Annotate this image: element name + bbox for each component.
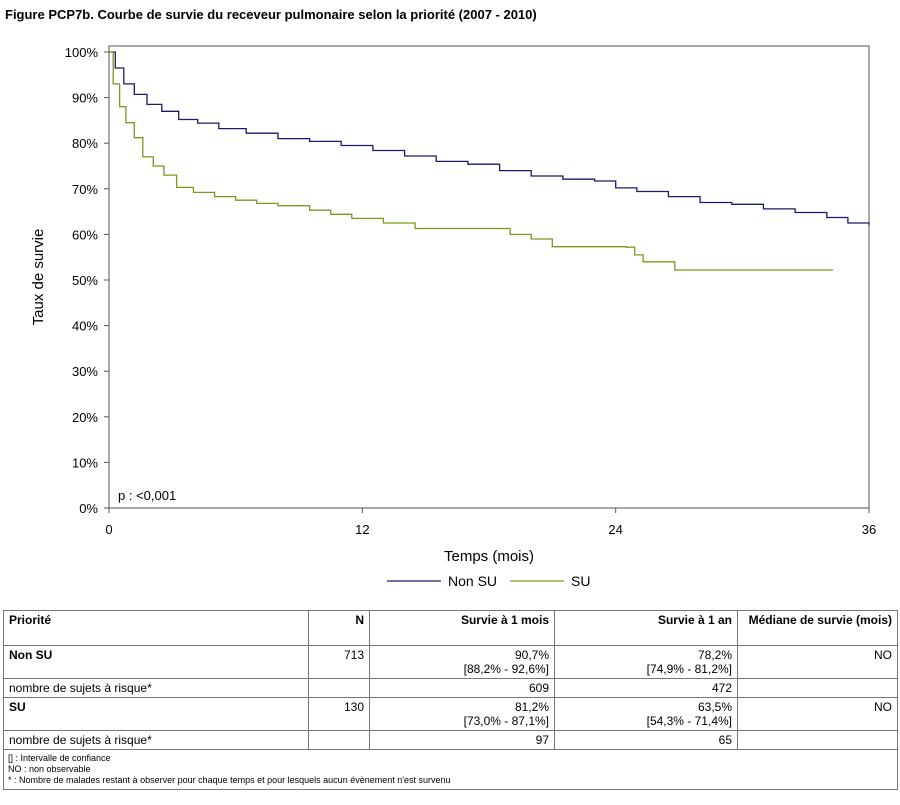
- x-axis: 0 12 24 36: [105, 508, 876, 537]
- confidence-interval: [73,0% - 87,1%]: [463, 714, 549, 728]
- cell-at-risk-1-mois: 97: [369, 730, 555, 750]
- table-row: SU 130 81,2% [73,0% - 87,1%] 63,5% [54,3…: [3, 697, 898, 731]
- cell-n: 713: [308, 645, 370, 679]
- table-row: Non SU 713 90,7% [88,2% - 92,6%] 78,2% […: [3, 645, 898, 679]
- cell-at-risk-1-mois: 609: [369, 678, 555, 698]
- results-table: Priorité N Survie à 1 mois Survie à 1 an…: [3, 610, 898, 790]
- cell-mediane: [737, 730, 898, 750]
- y-tick-label: 80%: [72, 136, 98, 151]
- table-row: nombre de sujets à risque* 97 65: [3, 730, 898, 750]
- cell-survie-1-an: 78,2% [74,9% - 81,2%]: [554, 645, 738, 679]
- cell-mediane: NO: [737, 697, 898, 731]
- x-tick-label: 12: [355, 522, 369, 537]
- value: 81,2%: [514, 700, 549, 714]
- y-tick-label: 100%: [65, 45, 99, 60]
- y-axis-label: Taux de survie: [30, 229, 47, 326]
- p-value-annotation: p : <0,001: [118, 488, 176, 503]
- y-tick-label: 60%: [72, 227, 98, 242]
- legend: Non SU SU: [387, 573, 590, 589]
- cell-survie-1-an: 63,5% [54,3% - 71,4%]: [554, 697, 738, 731]
- x-tick-label: 0: [105, 522, 112, 537]
- x-tick-label: 36: [862, 522, 876, 537]
- header-mediane: Médiane de survie (mois): [737, 610, 898, 646]
- value: 90,7%: [514, 648, 549, 662]
- row-label: nombre de sujets à risque*: [3, 730, 309, 750]
- y-tick-label: 90%: [72, 91, 98, 106]
- value: 63,5%: [697, 700, 732, 714]
- row-label: nombre de sujets à risque*: [3, 678, 309, 698]
- row-label: SU: [3, 697, 309, 731]
- cell-at-risk-1-an: 472: [554, 678, 738, 698]
- cell-mediane: NO: [737, 645, 898, 679]
- legend-label-su: SU: [571, 573, 590, 589]
- plot-frame: [108, 45, 870, 509]
- row-label: Non SU: [3, 645, 309, 679]
- cell-n: 130: [308, 697, 370, 731]
- legend-label-non-su: Non SU: [448, 573, 497, 589]
- y-tick-label: 70%: [72, 182, 98, 197]
- table-notes-row: [] : Intervalle de confiance NO : non ob…: [3, 749, 898, 790]
- x-axis-label: Temps (mois): [444, 548, 534, 565]
- series-line-su: [109, 51, 834, 271]
- confidence-interval: [74,9% - 81,2%]: [646, 662, 732, 676]
- header-priorite: Priorité: [3, 610, 309, 646]
- note: NO : non observable: [8, 764, 91, 774]
- cell-survie-1-mois: 90,7% [88,2% - 92,6%]: [369, 645, 555, 679]
- note: [] : Intervalle de confiance: [8, 753, 111, 763]
- y-tick-label: 40%: [72, 319, 98, 334]
- cell-n: [308, 730, 370, 750]
- x-tick-label: 24: [608, 522, 622, 537]
- cell-at-risk-1-an: 65: [554, 730, 738, 750]
- confidence-interval: [54,3% - 71,4%]: [646, 714, 732, 728]
- note: * : Nombre de malades restant à observer…: [8, 775, 451, 785]
- figure-title: Figure PCP7b. Courbe de survie du receve…: [5, 7, 537, 22]
- table-notes: [] : Intervalle de confiance NO : non ob…: [3, 749, 898, 790]
- table-row: nombre de sujets à risque* 609 472: [3, 678, 898, 698]
- header-survie-1-mois: Survie à 1 mois: [369, 610, 555, 646]
- y-tick-label: 50%: [72, 273, 98, 288]
- cell-survie-1-mois: 81,2% [73,0% - 87,1%]: [369, 697, 555, 731]
- survival-chart: 0% 10% 20% 30% 40% 50% 60% 70% 80% 90% 100% 0 12 24 3…: [30, 45, 876, 589]
- y-axis: 0% 10% 20% 30% 40% 50% 60% 70% 80% 90% 100%: [65, 45, 109, 516]
- y-tick-label: 0%: [79, 501, 98, 516]
- table-header-row: Priorité N Survie à 1 mois Survie à 1 an…: [3, 610, 898, 646]
- y-tick-label: 20%: [72, 410, 98, 425]
- confidence-interval: [88,2% - 92,6%]: [463, 662, 549, 676]
- y-tick-label: 30%: [72, 364, 98, 379]
- series-layer: [109, 51, 870, 271]
- value: 78,2%: [697, 648, 732, 662]
- header-survie-1-an: Survie à 1 an: [554, 610, 738, 646]
- y-tick-label: 10%: [72, 455, 98, 470]
- series-line-non-su: [109, 51, 870, 226]
- cell-n: [308, 678, 370, 698]
- header-n: N: [308, 610, 370, 646]
- cell-mediane: [737, 678, 898, 698]
